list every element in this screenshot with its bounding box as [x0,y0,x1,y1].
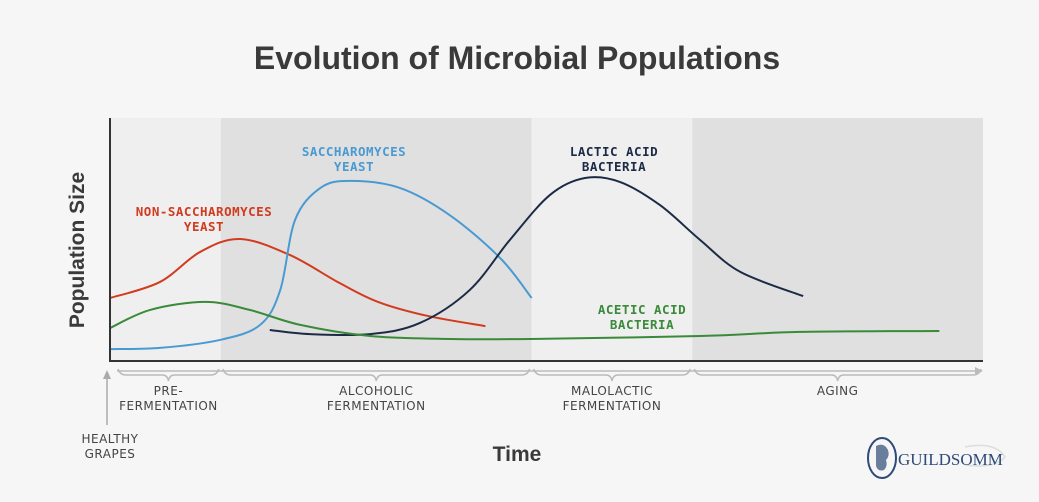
series-label: BACTERIA [582,159,646,174]
guildsomm-logo: GUILDSOMM [867,437,1006,479]
series-label: BACTERIA [610,317,674,332]
series-line [109,237,486,328]
chart-title: Evolution of Microbial Populations [254,40,780,76]
phase-label: AGING [817,384,859,398]
phase-label: FERMENTATION [327,399,426,413]
phase-brace [532,368,692,382]
series-label: YEAST [334,159,374,174]
phase-label: FERMENTATION [119,399,218,413]
phase-label: ALCOHOLIC [339,384,413,398]
phase-label: FERMENTATION [563,399,662,413]
start-marker-label: HEALTHY GRAPES [81,432,138,461]
phase-brace [222,368,531,382]
series-line [109,300,940,341]
phase-brace [117,368,220,382]
logo-text: GUILDSOMM [898,450,1003,469]
series-label: LACTIC ACID [570,144,658,159]
x-axis-label: Time [493,443,542,466]
phase-band [531,118,693,360]
series-line [269,176,804,337]
timeline-arrow-head [975,367,983,375]
phase-label: MALOLACTIC [571,384,653,398]
series-label: SACCHAROMYCES [302,144,406,159]
phase-band [110,118,221,360]
series-label: YEAST [184,219,224,234]
svg-text:GRAPES: GRAPES [85,447,136,461]
arrow-head [103,370,111,379]
phase-label: PRE- [154,384,184,398]
series-line [109,179,533,351]
logo-emblem-icon [867,437,897,479]
series-label: NON-SACCHAROMYCES [136,204,272,219]
y-axis-label: Population Size [66,172,89,328]
phase-band [692,118,983,360]
svg-text:HEALTHY: HEALTHY [81,432,138,446]
series-label: ACETIC ACID [598,302,686,317]
